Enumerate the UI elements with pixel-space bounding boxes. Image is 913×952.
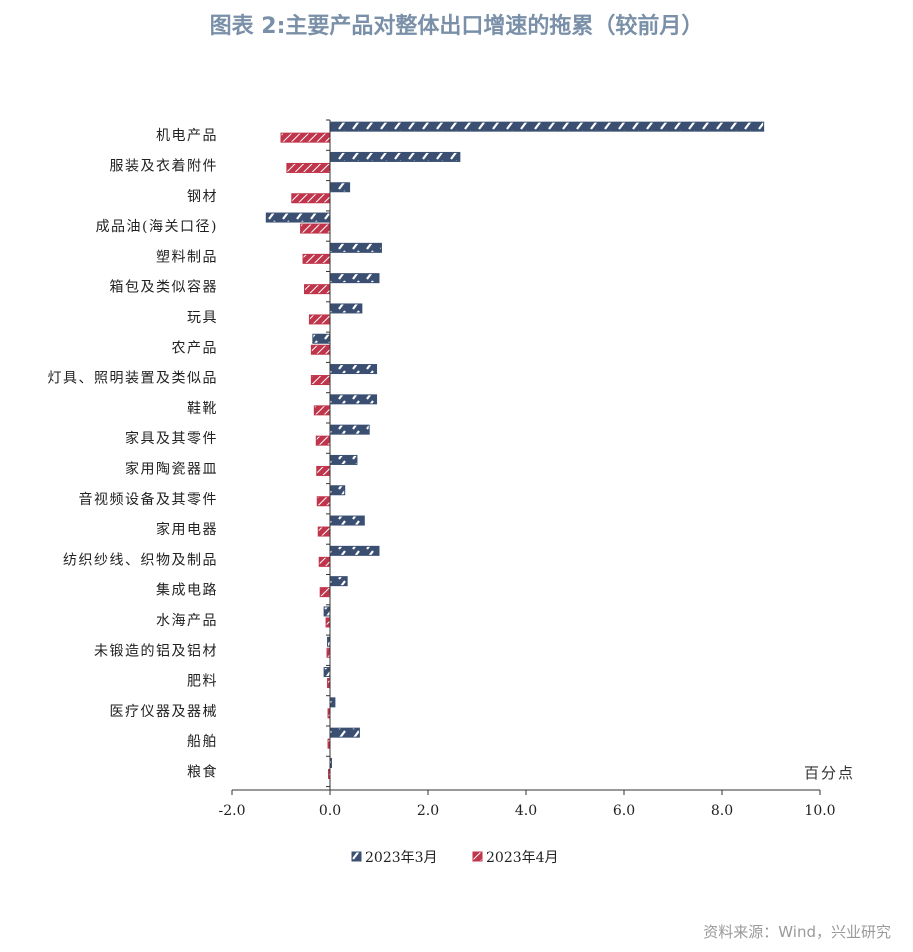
category-label: 肥料 <box>187 674 218 690</box>
bar-2023-04 <box>300 223 331 234</box>
x-tick-label: 4.0 <box>515 803 537 819</box>
bar-2023-04 <box>302 253 331 264</box>
legend-item: 2023年4月 <box>472 850 559 866</box>
category-label: 机电产品 <box>156 128 218 144</box>
category-label: 箱包及类似容器 <box>110 279 219 296</box>
bar-2023-04 <box>291 193 331 204</box>
bar-2023-03 <box>329 242 382 253</box>
bar-2023-04 <box>304 284 331 295</box>
category-label: 灯具、照明装置及类似品 <box>48 371 219 387</box>
category-label: 成品油(海关口径) <box>96 219 218 235</box>
category-label: 家用陶瓷器皿 <box>125 460 218 477</box>
x-tick-label: 2.0 <box>417 803 439 819</box>
bar-2023-03 <box>329 182 351 193</box>
bar-2023-03 <box>265 212 331 223</box>
legend-swatch <box>472 851 483 862</box>
bar-2023-04 <box>308 314 331 325</box>
unit-label: 百分点 <box>804 764 855 782</box>
bar-2023-03 <box>329 576 348 587</box>
bar-2023-04 <box>316 496 331 507</box>
category-label: 家具及其零件 <box>125 430 218 447</box>
legend-label: 2023年3月 <box>365 850 438 866</box>
category-label: 农产品 <box>172 340 219 356</box>
bar-2023-03 <box>329 364 378 375</box>
bar-2023-03 <box>329 121 765 132</box>
bar-2023-03 <box>329 515 365 526</box>
category-label: 船舶 <box>187 734 218 750</box>
category-label: 集成电路 <box>156 582 218 599</box>
category-label: 服装及衣着附件 <box>110 158 219 174</box>
bar-2023-04 <box>319 587 331 598</box>
bar-2023-04 <box>317 526 331 537</box>
bar-2023-03 <box>329 394 378 405</box>
category-label: 水海产品 <box>156 613 218 629</box>
x-tick-label: 0.0 <box>319 803 341 819</box>
bar-2023-04 <box>280 132 331 143</box>
legend-item: 2023年3月 <box>351 850 438 866</box>
bar-2023-03 <box>323 667 331 678</box>
legend-label: 2023年4月 <box>486 850 559 866</box>
category-label: 粮食 <box>187 763 218 780</box>
chart-title: 图表 2:主要产品对整体出口增速的拖累（较前月） <box>209 14 704 39</box>
source-note: 资料来源：Wind，兴业研究 <box>703 923 891 941</box>
legend-swatch <box>351 851 362 862</box>
legend: 2023年3月 2023年4月 <box>351 850 559 866</box>
category-label: 鞋靴 <box>187 401 218 417</box>
bars <box>265 121 765 779</box>
category-label: 家用电器 <box>156 521 218 538</box>
bar-2023-04 <box>316 465 331 476</box>
x-tick-label: 10.0 <box>804 803 835 819</box>
bar-2023-04 <box>325 617 331 628</box>
bar-2023-03 <box>312 333 331 344</box>
bar-2023-03 <box>329 485 346 496</box>
bar-2023-03 <box>323 606 331 617</box>
category-label: 钢材 <box>187 189 218 205</box>
bar-2023-03 <box>329 303 363 314</box>
bar-2023-04 <box>286 162 331 173</box>
bar-2023-03 <box>329 727 360 738</box>
bar-2023-04 <box>313 405 331 416</box>
category-label: 医疗仪器及器械 <box>110 704 219 720</box>
bar-2023-04 <box>310 344 331 355</box>
bar-2023-04 <box>318 556 331 567</box>
bar-2023-03 <box>329 273 380 284</box>
x-tick-label: -2.0 <box>219 803 246 819</box>
bar-2023-03 <box>329 545 380 556</box>
category-label: 塑料制品 <box>156 249 218 265</box>
axes: -2.0 0.0 2.0 4.0 6.0 8.0 10.0 <box>219 119 836 819</box>
x-tick-label: 6.0 <box>613 803 635 819</box>
bar-2023-04 <box>315 435 331 446</box>
x-tick-label: 8.0 <box>711 803 733 819</box>
bar-2023-04 <box>310 375 331 386</box>
category-label: 玩具 <box>187 310 218 326</box>
bar-2023-03 <box>329 454 358 465</box>
bar-2023-03 <box>329 151 461 162</box>
category-label: 纺织纱线、织物及制品 <box>63 552 218 568</box>
category-label: 未锻造的铝及铝材 <box>94 643 218 659</box>
bar-2023-03 <box>329 697 336 708</box>
bar-2023-03 <box>329 424 370 435</box>
category-label: 音视频设备及其零件 <box>79 491 219 508</box>
